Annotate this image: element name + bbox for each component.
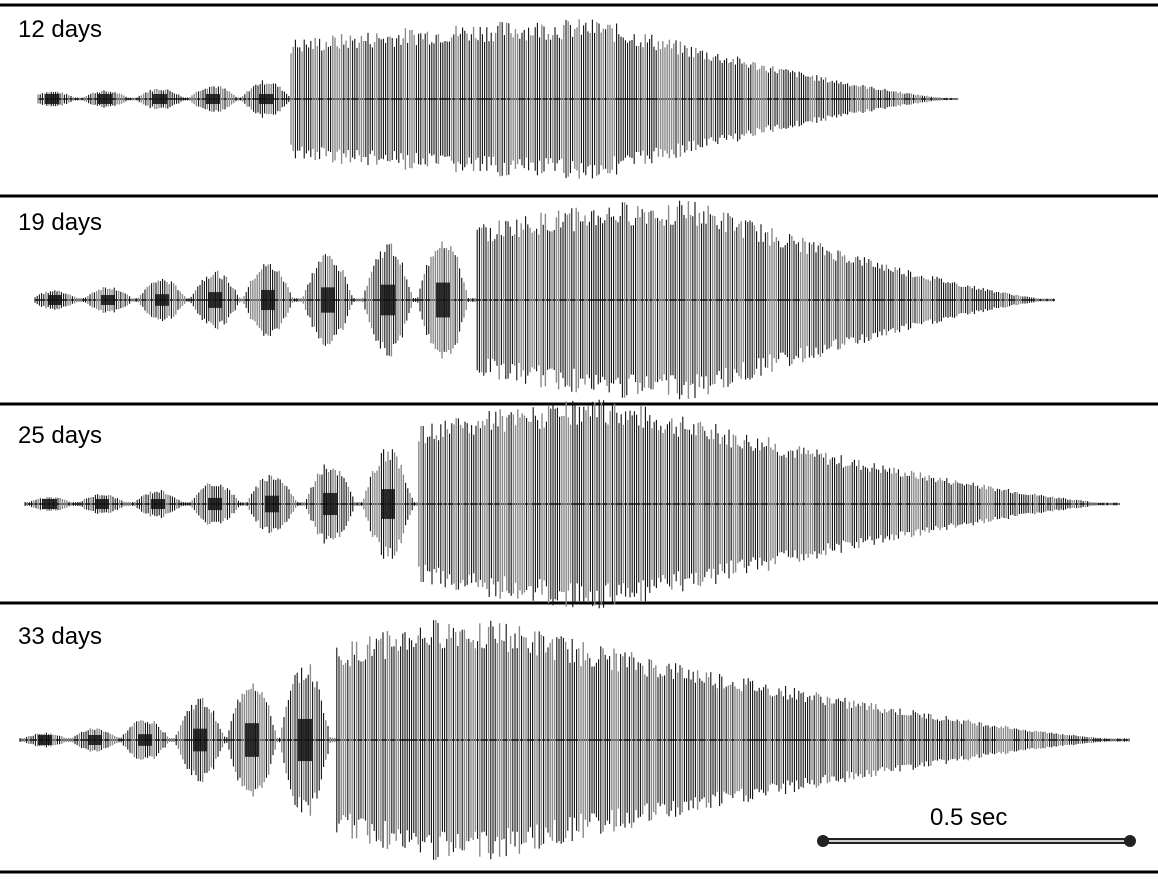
waveform-burst: [193, 728, 207, 752]
waveform-burst: [323, 492, 337, 516]
waveform-burst: [48, 295, 62, 305]
waveform-burst: [101, 295, 115, 305]
waveform-burst: [381, 284, 395, 316]
waveform-burst: [43, 499, 57, 509]
scale-bar-label: 0.5 sec: [930, 804, 1008, 831]
waveform-burst: [45, 94, 59, 104]
panel-label-4: 33 days: [18, 623, 103, 650]
scale-bar-left-dot: [817, 835, 829, 847]
waveform-burst: [88, 735, 102, 745]
waveform-burst: [95, 499, 109, 509]
waveform-burst: [138, 734, 152, 746]
panel-label-2: 19 days: [18, 209, 103, 236]
waveform-burst: [151, 499, 165, 509]
waveform-burst: [259, 93, 273, 105]
waveform-burst: [153, 94, 167, 104]
scale-bar-right-dot: [1124, 835, 1136, 847]
waveform-burst: [298, 718, 312, 762]
waveform-burst: [98, 94, 112, 104]
waveform-burst: [261, 289, 275, 311]
panel-label-1: 12 days: [18, 16, 103, 43]
waveform-burst: [381, 489, 395, 519]
waveform-burst: [436, 282, 450, 318]
waveform-burst: [245, 723, 259, 757]
waveform-burst: [265, 495, 279, 513]
panel-label-3: 25 days: [18, 422, 103, 449]
waveform-burst: [38, 735, 52, 745]
waveform-burst: [155, 294, 169, 306]
waveform-burst: [208, 497, 222, 511]
waveform-burst: [321, 287, 335, 313]
waveform-burst: [206, 94, 220, 104]
waveform-burst: [208, 292, 222, 308]
